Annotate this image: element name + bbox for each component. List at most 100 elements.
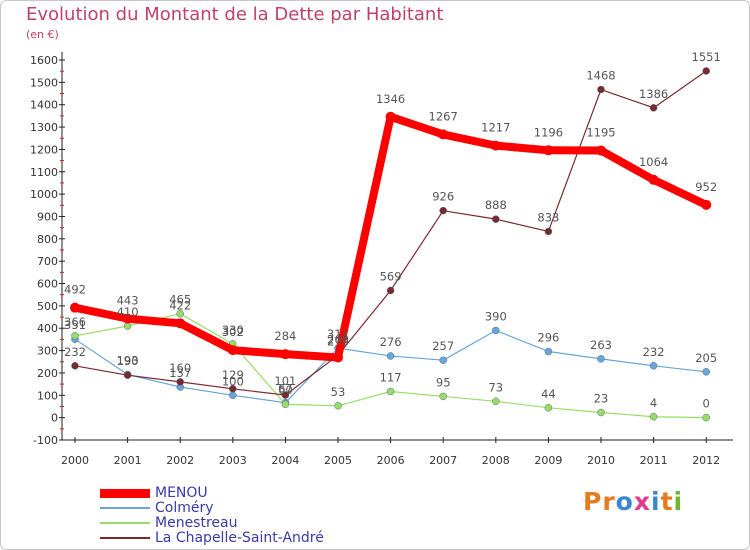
legend-swatch-la-chapelle (100, 537, 150, 539)
data-point-s3-1 (123, 371, 132, 379)
data-label-s1-2: 137 (169, 366, 191, 380)
data-point-s3-0 (71, 362, 79, 370)
data-point-s2-7 (439, 392, 447, 401)
data-label-s2-3: 330 (222, 323, 244, 337)
data-label-s1-12: 205 (695, 351, 717, 365)
data-label-s3-0: 232 (64, 345, 86, 359)
data-label-s3-11: 1386 (639, 87, 668, 101)
data-label-s0-1: 443 (117, 294, 139, 308)
data-label-s3-5: 279 (327, 334, 349, 348)
data-label-s0-12: 952 (695, 180, 717, 194)
y-tick-label: 0 (51, 412, 58, 425)
data-label-s1-6: 276 (380, 335, 402, 349)
data-label-s0-10: 1195 (586, 126, 615, 140)
data-point-s2-12 (702, 413, 710, 422)
data-point-s0-0 (70, 302, 80, 313)
y-tick-label: 1600 (30, 54, 58, 67)
data-label-s1-9: 296 (537, 330, 559, 344)
data-label-s3-4: 101 (274, 374, 296, 388)
data-label-s3-7: 926 (432, 190, 454, 204)
data-label-s0-6: 1346 (376, 92, 405, 106)
data-label-s2-2: 465 (169, 293, 191, 307)
data-point-s0-10 (596, 145, 606, 156)
data-point-s2-5 (334, 402, 342, 410)
y-tick-label: 1400 (30, 99, 58, 112)
x-tick-label: 2005 (324, 454, 352, 467)
chart-subtitle: (en €) (26, 28, 59, 41)
data-label-s1-8: 390 (485, 309, 507, 323)
data-label-s0-9: 1196 (534, 125, 563, 139)
legend-label-colmery: Colméry (155, 500, 214, 516)
data-label-s2-12: 0 (703, 397, 710, 411)
data-label-s0-0: 492 (64, 283, 86, 297)
data-label-s2-8: 73 (488, 380, 503, 394)
data-label-s0-5: 269 (327, 333, 349, 347)
data-point-s0-1 (122, 313, 133, 324)
y-tick-label: 1200 (30, 143, 58, 156)
data-point-s2-11 (649, 413, 658, 421)
data-label-s2-4: 60 (278, 383, 293, 397)
y-tick-label: 900 (37, 210, 58, 223)
data-point-s3-6 (386, 286, 395, 295)
chart-title: Evolution du Montant de la Dette par Hab… (26, 4, 444, 25)
data-point-s0-12 (701, 199, 712, 210)
data-label-s3-1: 190 (117, 354, 139, 368)
data-label-s1-0: 351 (64, 318, 86, 332)
legend-swatch-colmery (100, 507, 150, 509)
data-point-s3-9 (544, 227, 553, 236)
x-tick-label: 2011 (640, 454, 668, 467)
data-label-s2-1: 410 (117, 305, 139, 319)
data-point-s1-11 (649, 362, 658, 370)
y-tick-label: 600 (37, 278, 58, 291)
logo-letter: P (583, 487, 603, 516)
y-tick-label: 1000 (30, 188, 58, 201)
x-tick-label: 2007 (429, 454, 457, 467)
legend-label-menou: MENOU (155, 485, 208, 501)
proxiti-logo: Proxiti (583, 487, 683, 516)
data-point-s0-6 (385, 111, 396, 122)
y-tick-label: -100 (33, 434, 58, 447)
x-tick-label: 2012 (692, 454, 720, 467)
data-label-s1-3: 100 (222, 374, 244, 388)
logo-letter: r (602, 487, 616, 516)
data-point-s0-3 (227, 345, 238, 356)
data-label-s2-11: 4 (650, 396, 657, 410)
x-tick-label: 2004 (271, 454, 299, 467)
x-tick-label: 2008 (482, 454, 510, 467)
data-point-s0-7 (438, 129, 449, 140)
data-label-s0-3: 302 (222, 325, 244, 339)
series-line-0 (71, 112, 711, 362)
legend: MENOU Colméry Menestreau La Chapelle-Sai… (100, 485, 400, 546)
data-label-s1-11: 232 (643, 345, 665, 359)
data-point-s2-8 (492, 397, 500, 406)
data-point-s0-8 (490, 140, 501, 151)
legend-swatch-menou (100, 488, 150, 498)
data-label-s0-7: 1267 (429, 109, 458, 123)
data-label-s3-8: 888 (485, 198, 507, 212)
x-tick-label: 2003 (219, 454, 247, 467)
data-point-s3-4 (281, 391, 290, 399)
y-tick-label: 1300 (30, 121, 58, 134)
data-point-s1-10 (597, 355, 605, 363)
data-label-s1-5: 311 (327, 327, 349, 341)
data-point-s2-6 (386, 387, 395, 396)
data-label-s3-9: 833 (537, 210, 559, 224)
data-label-s3-2: 160 (169, 361, 191, 375)
data-label-s0-2: 422 (169, 298, 191, 312)
data-point-s3-11 (649, 104, 658, 112)
data-label-s2-6: 117 (380, 370, 402, 384)
data-label-s1-10: 263 (590, 338, 612, 352)
logo-letter: t (660, 487, 674, 516)
x-tick-label: 2010 (587, 454, 615, 467)
data-label-s2-10: 23 (594, 392, 609, 406)
data-label-s0-4: 284 (274, 329, 296, 343)
data-point-s1-3 (229, 391, 237, 400)
data-point-s0-9 (543, 145, 554, 156)
data-point-s1-6 (386, 352, 395, 360)
y-tick-label: 800 (37, 233, 58, 246)
legend-item-menestreau: Menestreau (100, 515, 400, 531)
data-label-s1-7: 257 (432, 339, 454, 353)
data-label-s1-4: 67 (278, 382, 293, 396)
